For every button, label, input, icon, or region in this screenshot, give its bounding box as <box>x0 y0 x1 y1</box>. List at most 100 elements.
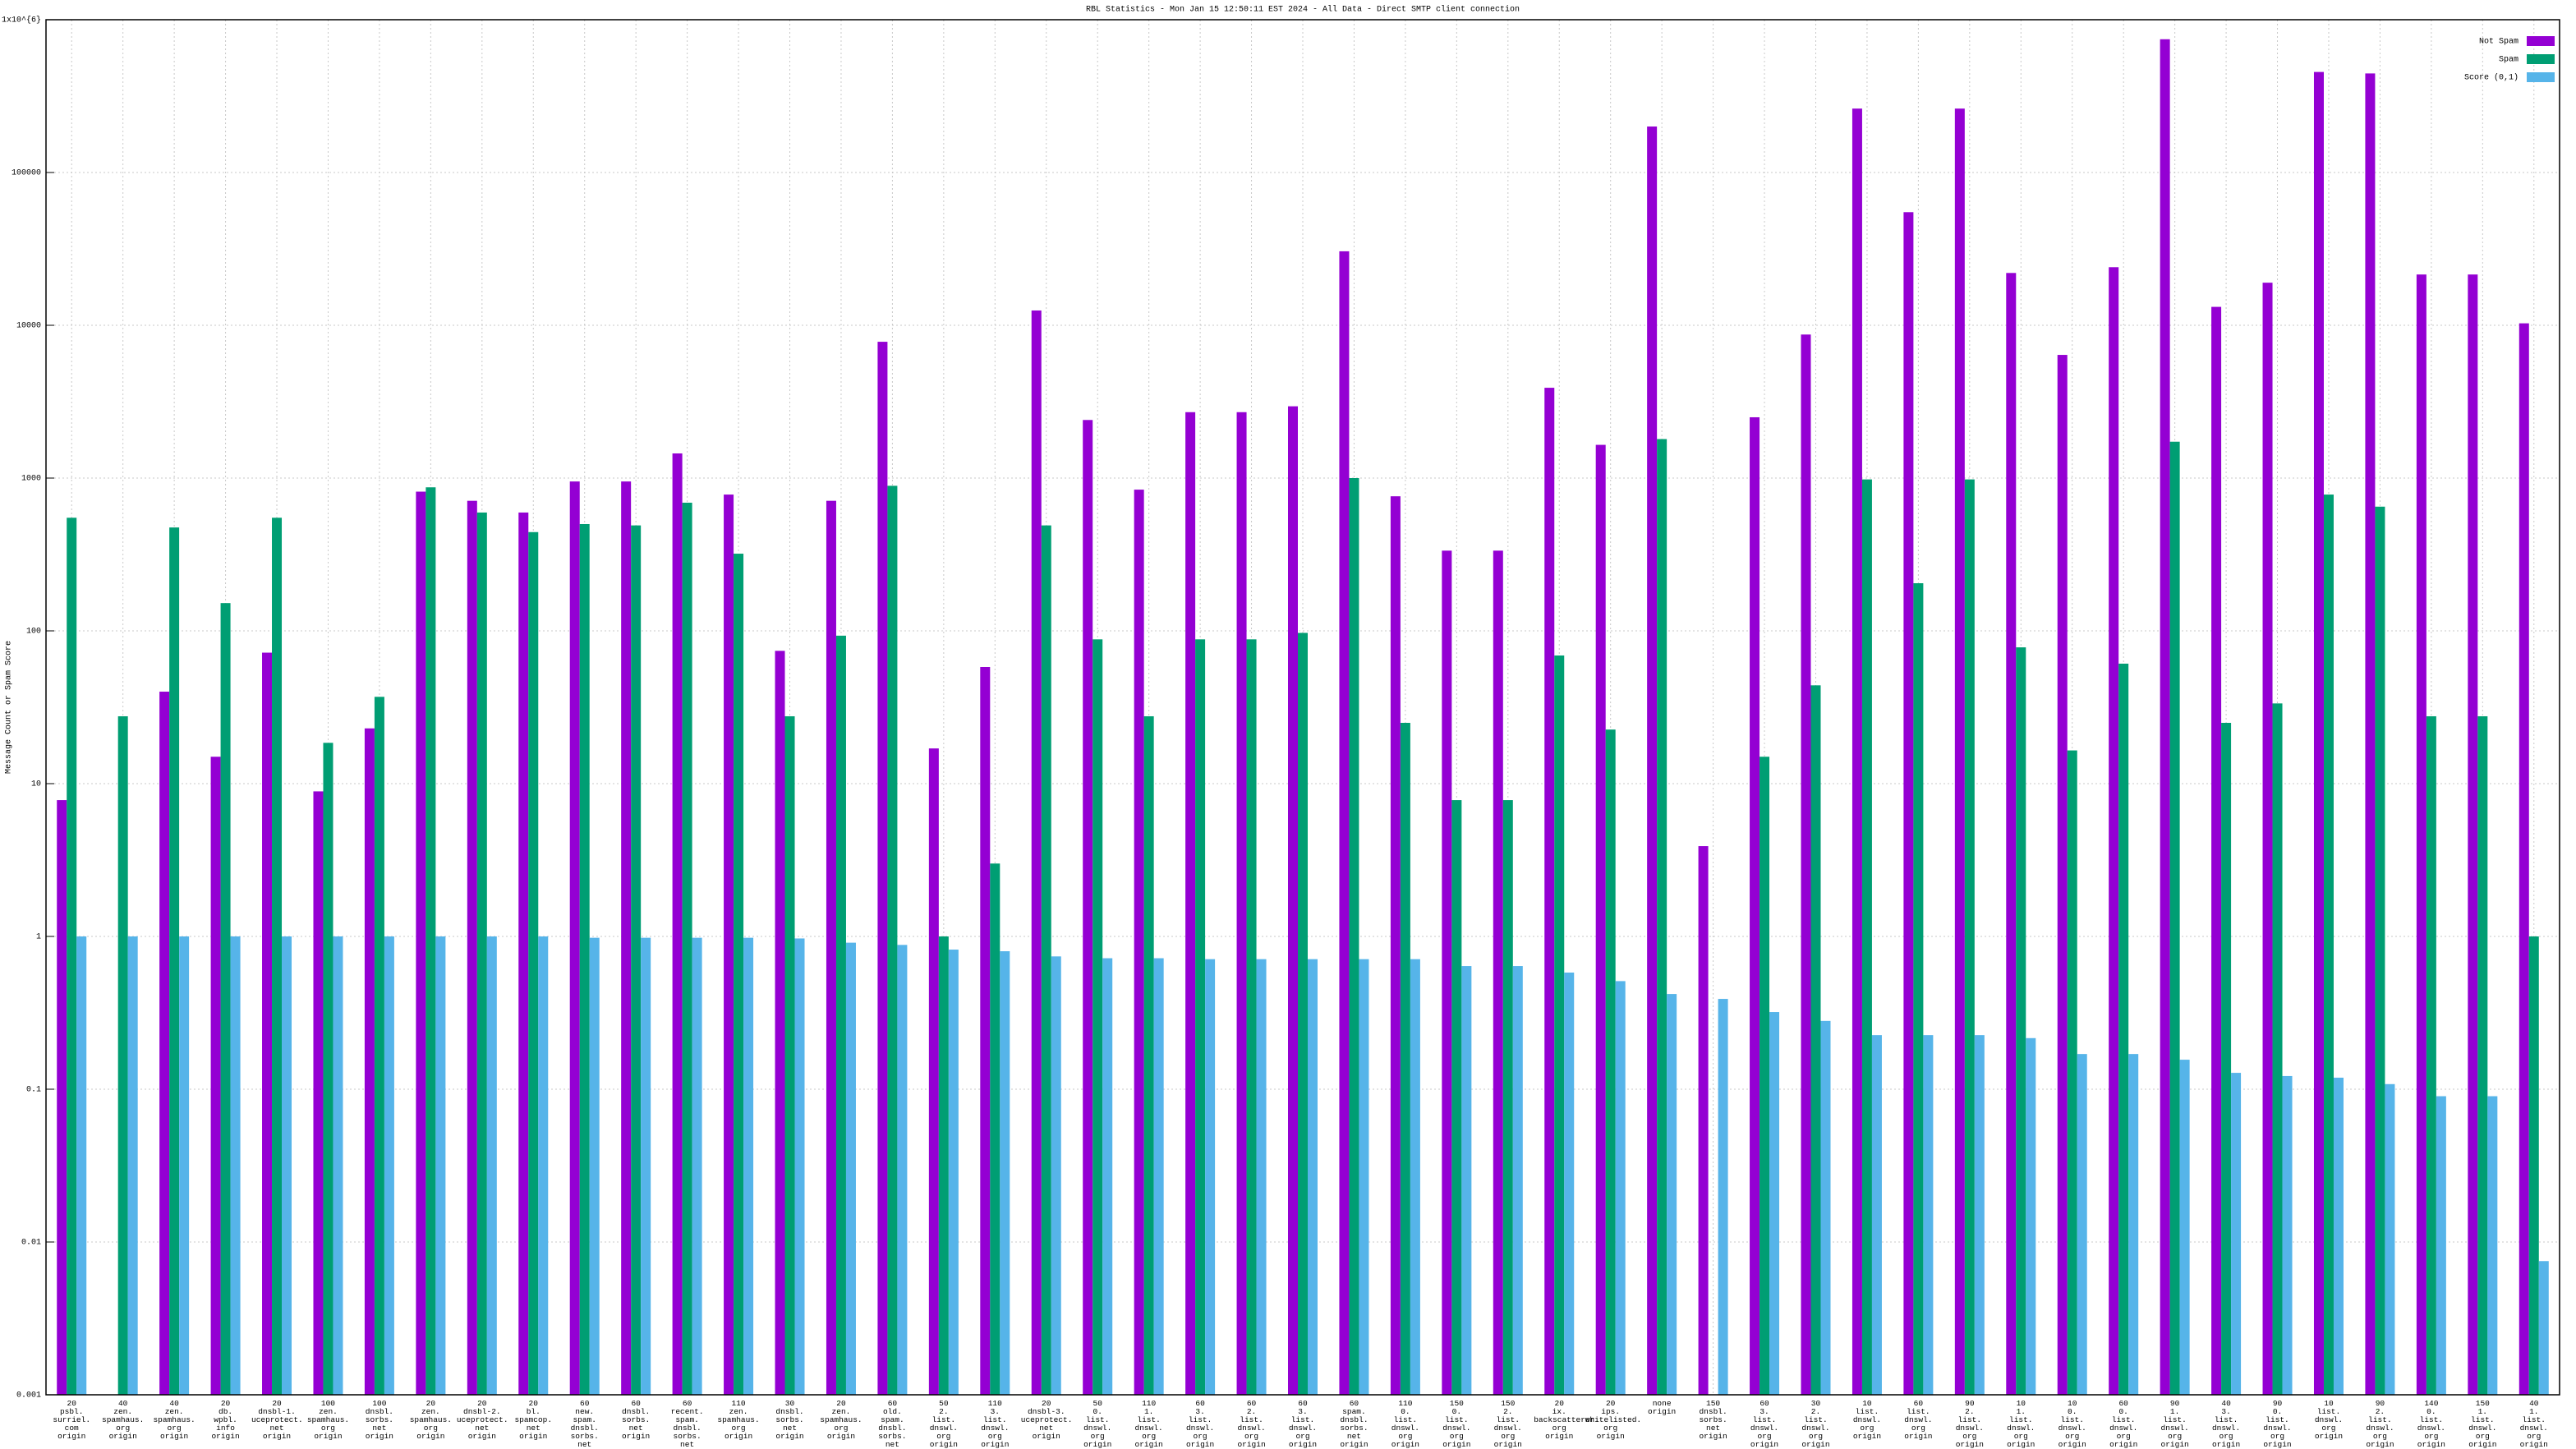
x-tick-label: 20 zen. spamhaus. org origin <box>409 1399 453 1441</box>
bar <box>374 697 384 1395</box>
bar <box>117 715 128 1395</box>
bar <box>877 342 888 1395</box>
bar <box>528 531 539 1395</box>
y-tick-label: 0.001 <box>16 1392 41 1401</box>
bar <box>1185 412 1196 1395</box>
bar <box>1390 496 1401 1395</box>
x-tick-label: 60 old. spam. dnsbl. sorbs. net origin <box>878 1399 907 1449</box>
bar <box>2436 1096 2446 1395</box>
x-tick-label: 110 3. list. dnswl. org origin <box>981 1399 1010 1449</box>
bar <box>1923 1035 1934 1395</box>
bar <box>2006 273 2017 1396</box>
bar <box>313 791 324 1395</box>
bar <box>775 651 785 1395</box>
y-tick-label: 10000 <box>16 322 41 331</box>
bar <box>1493 550 1503 1395</box>
bar <box>1769 1012 1780 1395</box>
bar <box>948 950 959 1395</box>
y-tick-label: 0.1 <box>26 1086 41 1095</box>
bar <box>169 527 180 1395</box>
bar <box>1903 212 1914 1396</box>
bar <box>2262 283 2273 1395</box>
bar <box>2426 715 2436 1395</box>
bar <box>1256 959 1267 1395</box>
y-tick-label: 1 <box>36 933 41 942</box>
x-tick-label: 90 0. list. dnswl. org origin <box>2263 1399 2292 1449</box>
x-tick-label: 110 0. list. dnswl. org origin <box>1391 1399 1419 1449</box>
x-tick-label: 50 2. list. dnswl. org origin <box>929 1399 958 1449</box>
bar <box>990 863 1000 1395</box>
x-tick-label: 60 2. list. dnswl. org origin <box>1237 1399 1266 1449</box>
bar <box>743 937 754 1395</box>
x-tick-label: 60 3. list. dnswl. org origin <box>1185 1399 1215 1449</box>
bar <box>1288 406 1298 1396</box>
x-tick-label: 90 1. list. dnswl. org origin <box>2160 1399 2189 1449</box>
bar <box>2211 306 2222 1395</box>
x-tick-label: 100 dnsbl. sorbs. net origin <box>365 1399 394 1441</box>
x-tick-label: 20 zen. spamhaus. org origin <box>820 1399 862 1441</box>
bar <box>1153 958 1164 1395</box>
bar <box>1092 639 1103 1395</box>
x-tick-label: 10 list. dnswl. org origin <box>1852 1399 1882 1441</box>
x-tick-label: 110 1. list. dnswl. org origin <box>1134 1399 1163 1449</box>
bar <box>159 692 170 1395</box>
x-tick-label: 20 dnsbl-1. uceprotect. net origin <box>251 1399 303 1441</box>
bar <box>1657 439 1668 1395</box>
x-tick-label: 20 db. wpbl. info origin <box>211 1399 240 1441</box>
bar <box>2067 750 2077 1395</box>
bar <box>476 512 487 1395</box>
bar <box>938 936 949 1395</box>
bar <box>2179 1060 2190 1395</box>
bar <box>784 715 795 1395</box>
bar <box>1410 959 1420 1395</box>
bar <box>384 936 394 1395</box>
x-tick-label: 60 list. dnswl. org origin <box>1904 1399 1933 1441</box>
bar <box>127 936 138 1395</box>
bar <box>1041 525 1051 1395</box>
x-tick-label: 60 spam. dnsbl. sorbs. net origin <box>1340 1399 1368 1449</box>
bar <box>333 936 343 1395</box>
bar <box>1861 479 1872 1395</box>
bar <box>2477 715 2488 1395</box>
bar <box>1359 959 1369 1395</box>
x-tick-label: 20 dnsbl-2. uceprotect. net origin <box>456 1399 508 1441</box>
bar <box>1667 994 1677 1395</box>
bar <box>2231 1073 2242 1395</box>
bar <box>1595 444 1606 1395</box>
bar <box>1102 958 1113 1395</box>
bar <box>435 936 446 1395</box>
x-tick-label: none origin <box>1648 1399 1677 1416</box>
bar <box>1502 800 1513 1395</box>
bar <box>569 481 580 1395</box>
bar <box>1236 412 1247 1395</box>
bar <box>1974 1035 1985 1395</box>
x-tick-label: 140 0. list. dnswl. org origin <box>2417 1399 2445 1449</box>
bar <box>210 757 221 1395</box>
bar <box>1760 757 1770 1395</box>
bar <box>579 523 590 1395</box>
bar <box>2538 1261 2549 1395</box>
bar <box>1339 251 1350 1396</box>
bar <box>2016 647 2026 1395</box>
bar <box>734 554 744 1395</box>
bar <box>282 936 292 1395</box>
bar <box>1442 550 1452 1395</box>
bar <box>1647 126 1658 1395</box>
bar <box>2057 355 2068 1395</box>
bar <box>57 800 67 1395</box>
bar <box>672 453 683 1395</box>
bar <box>1605 729 1616 1395</box>
bar <box>2487 1096 2498 1395</box>
legend-swatch <box>2527 72 2555 82</box>
x-tick-label: 10 list. dnswl. org origin <box>2314 1399 2344 1441</box>
x-tick-label: 30 dnsbl. sorbs. net origin <box>775 1399 804 1441</box>
bar <box>272 518 283 1396</box>
bar <box>262 652 273 1395</box>
bar <box>1083 420 1093 1395</box>
y-axis-label: Message Count or Spam Score <box>5 641 14 774</box>
bar <box>2323 494 2334 1396</box>
bar <box>2468 274 2478 1395</box>
bar <box>1954 108 1965 1396</box>
bar <box>1000 951 1010 1395</box>
